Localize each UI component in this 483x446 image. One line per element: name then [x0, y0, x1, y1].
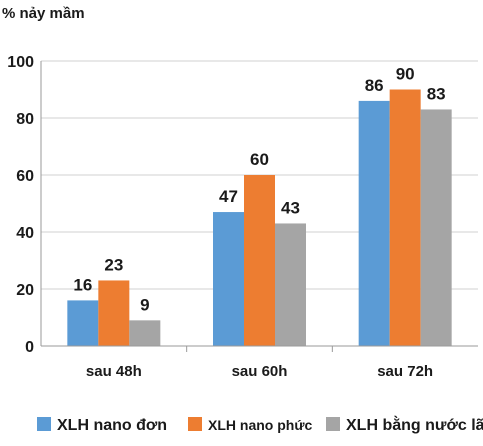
axes: [40, 61, 478, 352]
data-label-2-3: 43: [281, 198, 300, 217]
legend-label-2: XLH nano phức: [208, 417, 312, 433]
y-axis-ticks: 0 20 40 60 80 100: [7, 54, 34, 356]
data-label-1-1: 16: [73, 275, 92, 294]
legend-swatch-2: [188, 417, 202, 431]
data-label-2-2: 60: [250, 150, 269, 169]
y-axis-title: % nảy mầm: [2, 5, 85, 22]
x-category-label-1: sau 48h: [86, 363, 142, 380]
legend-label-3: XLH bằng nước lã: [346, 415, 483, 434]
data-label-3-3: 83: [427, 84, 446, 103]
bars: [67, 89, 452, 347]
legend-swatch-1: [37, 417, 51, 431]
y-tick-label-80: 80: [16, 111, 34, 128]
data-label-1-2: 23: [104, 255, 123, 274]
x-category-label-2: sau 60h: [232, 363, 288, 380]
y-tick-label-100: 100: [7, 54, 34, 71]
x-category-label-3: sau 72h: [377, 363, 433, 380]
bar-3-2: [389, 89, 421, 346]
y-tick-label-60: 60: [16, 168, 34, 185]
data-labels: 16 23 9 47 60 43 86 90 83: [73, 65, 445, 315]
data-label-3-1: 86: [365, 76, 384, 95]
bar-2-1: [213, 212, 244, 346]
legend: XLH nano đơn XLH nano phức XLH bằng nước l…: [37, 415, 483, 434]
legend-swatch-3: [326, 417, 340, 431]
bar-1-3: [129, 320, 161, 346]
bar-1-1: [67, 300, 99, 346]
bar-1-2: [98, 280, 130, 346]
bar-3-3: [420, 109, 452, 346]
y-tick-label-20: 20: [16, 282, 34, 299]
legend-label-1: XLH nano đơn: [57, 417, 167, 434]
bar-2-2: [244, 175, 275, 346]
bar-3-1: [358, 100, 390, 347]
data-label-2-1: 47: [219, 187, 238, 206]
x-axis-categories: sau 48h sau 60h sau 72h: [86, 363, 433, 380]
y-tick-label-0: 0: [25, 339, 34, 356]
data-label-3-2: 90: [396, 65, 415, 84]
data-label-1-3: 9: [140, 295, 149, 314]
bar-2-3: [275, 223, 306, 346]
y-tick-label-40: 40: [16, 225, 34, 242]
